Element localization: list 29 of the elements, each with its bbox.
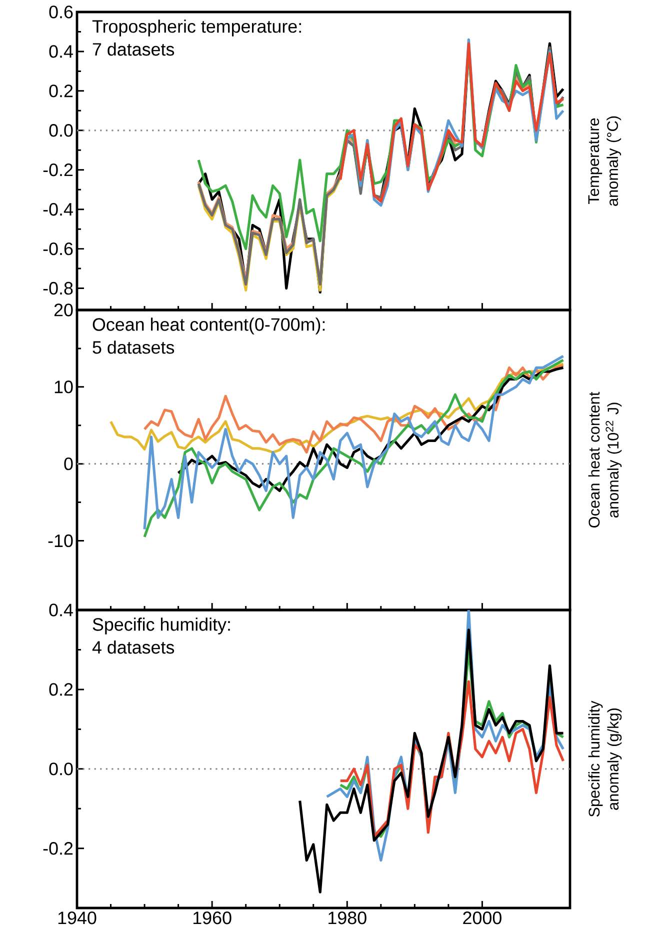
x-tick-label: 1940 — [58, 912, 96, 924]
y-tick-label: -0.2 — [43, 842, 73, 855]
y-tick-label: 0.4 — [49, 45, 73, 58]
x-tick-label: 1980 — [328, 912, 366, 924]
y-tick-label: -0.6 — [43, 242, 73, 256]
y-tick-label: 0 — [64, 457, 73, 470]
y-tick-label: 0.2 — [49, 683, 73, 696]
text: 5 datasets — [92, 340, 174, 354]
text: 7 datasets — [92, 42, 174, 56]
y-tick-label: 0.6 — [49, 6, 73, 18]
y-tick-label: 0.2 — [49, 84, 73, 98]
chart-title: Ocean heat content(0-700m): — [92, 318, 325, 334]
y-tick-label: -0.4 — [43, 202, 73, 216]
y-axis-title: Specific humidity anomaly (g/kg) — [588, 700, 622, 817]
y-tick-label: -10 — [48, 534, 73, 548]
y-tick-label: 0.0 — [49, 124, 73, 137]
y-tick-label: -0.8 — [43, 282, 73, 295]
x-tick-label: 2000 — [463, 912, 502, 924]
y-axis-title: Temperature anomaly (°C) — [588, 116, 622, 206]
text: 4 datasets — [92, 640, 174, 654]
line-series — [298, 628, 565, 894]
y-tick-label: 0.4 — [49, 604, 73, 616]
chart-title: Tropospheric temperature: — [92, 20, 301, 36]
y-tick-label: 10 — [54, 380, 73, 394]
chart-title: Specific humidity: — [92, 618, 230, 634]
y-tick-label: 0.0 — [49, 762, 73, 776]
y-tick-label: -0.2 — [43, 164, 73, 176]
x-tick-label: 1960 — [193, 912, 232, 924]
y-tick-label: 20 — [54, 304, 73, 316]
